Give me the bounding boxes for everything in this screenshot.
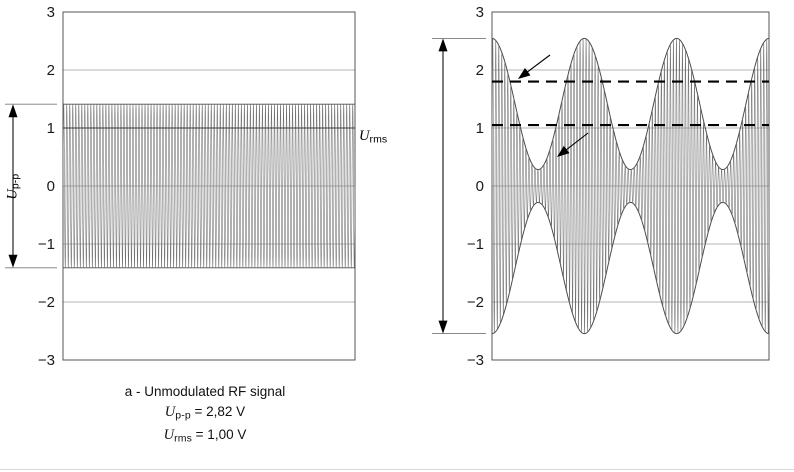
urms-arrowhead-icon [557,145,570,157]
urms-annotation-a: Urms [359,128,387,145]
envelope-curve [491,201,770,335]
y-tick-label: 3 [476,4,484,21]
upp-symbol-a: U [4,189,21,200]
y-tick-label: 2 [47,62,55,79]
caption-a-urms-value: = 1,00 V [191,427,247,443]
umaximum-rms-arrowhead-icon [518,68,531,79]
upp-axis-label-a: Up-p [4,165,21,209]
y-tick-label: 1 [476,120,484,137]
y-tick-label: −2 [38,294,55,311]
waveform-trace [62,103,356,269]
caption-a-upp-sub: p-p [175,409,191,422]
y-tick-label: 1 [47,120,55,137]
caption-a-urms-symbol: U [163,427,175,444]
envelope-curve [491,37,770,171]
y-tick-label: −2 [467,294,484,311]
caption-a-upp: Up-p = 2,82 V [40,402,370,425]
plot-unmodulated-rf: 3 2 1 0 −1 −2 −3 [5,4,356,369]
caption-a-title: a - Unmodulated RF signal [124,384,286,399]
urms-leader [562,132,589,154]
urms-symbol-a: U [359,128,370,144]
arrow-head-down-icon [438,320,448,334]
waveform-trace [491,38,770,334]
urms-subscript-a: rms [369,133,388,146]
y-tick-label: 0 [47,178,55,195]
plot-modulated-rf: 3 2 1 0 −1 −2 −3 [432,4,770,369]
arrow-head-up-icon [438,38,448,52]
y-tick-label: −3 [38,352,55,369]
y-tick-label: −3 [467,352,484,369]
umaximum-rms-leader [523,54,551,76]
caption-a: a - Unmodulated RF signal Up-p = 2,82 V … [40,382,370,449]
y-tick-label: −1 [467,236,484,253]
arrow-head-down-icon [8,254,18,268]
y-tick-label: −1 [38,236,55,253]
caption-a-urms-sub: rms [174,432,192,445]
caption-a-urms: Urms = 1,00 V [40,425,370,448]
panel-unmodulated: 3 2 1 0 −1 −2 −3 Up-p Urms a - Unmodulated RF … [4,4,387,449]
y-tick-label: 3 [47,4,55,21]
caption-a-upp-symbol: U [164,404,176,420]
upp-subscript-a: p-p [9,173,22,190]
caption-a-upp-value: = 2,82 V [190,404,246,419]
y-tick-label: 0 [476,178,484,195]
arrow-head-up-icon [8,104,18,118]
y-tick-label: 2 [476,62,484,79]
